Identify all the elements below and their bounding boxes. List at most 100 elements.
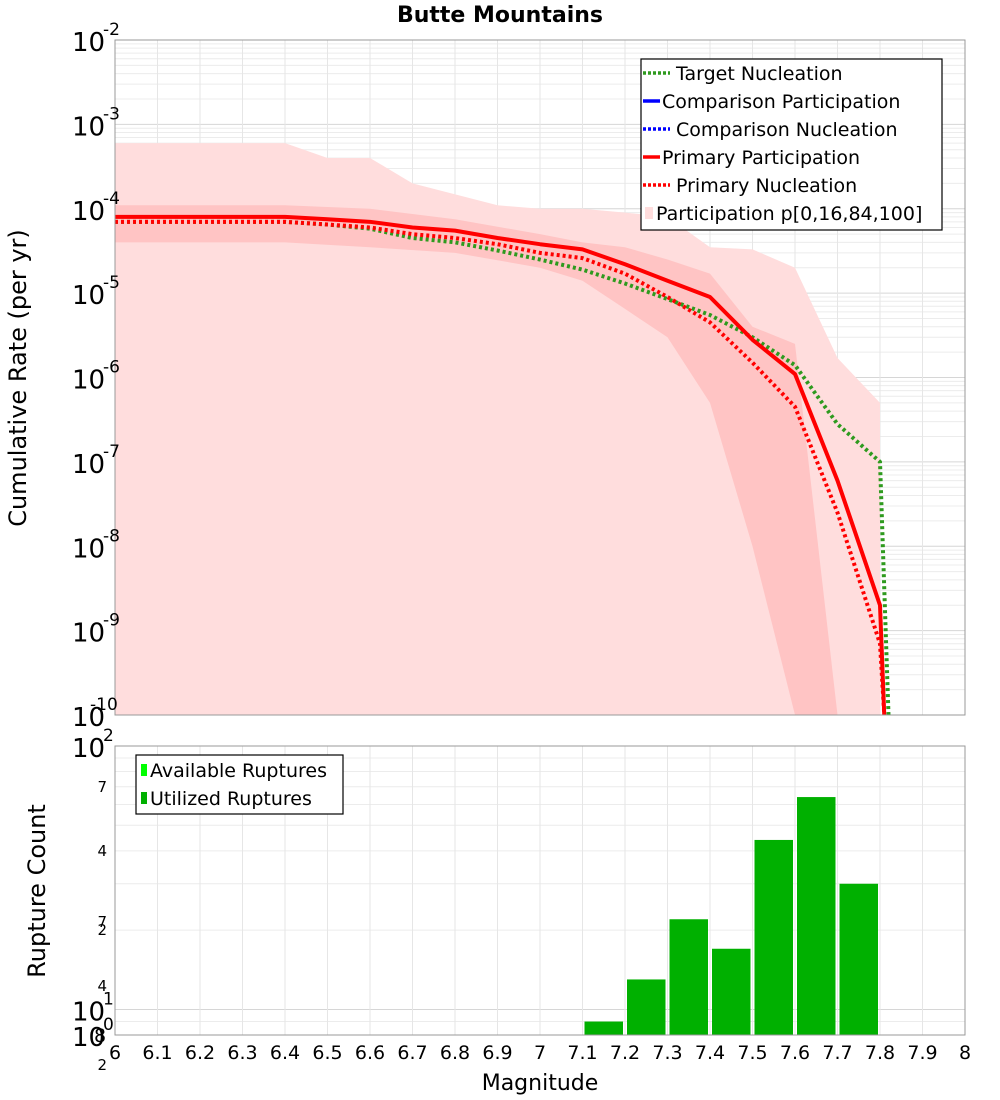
x-tick-label: 7.2 [610,1042,640,1064]
series-primary-nucleation [115,219,887,716]
x-tick-label: 7.7 [822,1042,852,1064]
chart-title: Butte Mountains [397,3,603,28]
bottom-plot-frame [114,745,966,1036]
bottom-y-major-tick: 100 [72,1015,114,1053]
top-y-tick-exp: -4 [103,189,120,209]
x-tick-label: 7.9 [907,1042,937,1064]
bar-utilized-ruptures [797,797,836,1035]
x-axis-label: Magnitude [482,1071,599,1096]
legend-label-utilized-ruptures: Utilized Ruptures [150,788,312,810]
bottom-y-tick-base: 10 [72,734,105,764]
top-y-tick-base: 10 [72,28,105,58]
bottom-y-minor-tick: 2 [97,921,107,939]
top-y-tick: 10-3 [72,104,120,142]
top-y-tick: 10-6 [72,358,120,396]
bottom-y-major-tick: 102 [72,726,114,764]
x-tick-label: 7.3 [652,1042,682,1064]
bar-utilized-ruptures [584,1021,623,1035]
x-tick-label: 7.8 [865,1042,895,1064]
bar-utilized-ruptures [669,919,708,1035]
top-bands [115,143,880,715]
legend-label-comparison-participation: Comparison Participation [662,91,900,113]
legend-swatch-utilized-ruptures [141,792,147,804]
x-tick-label: 6.4 [270,1042,300,1064]
top-series-lines [115,214,891,716]
top-legend: Target Nucleation Comparison Participati… [640,58,943,231]
legend-label-target-nucleation: Target Nucleation [675,63,843,85]
top-y-tick-base: 10 [72,281,105,311]
top-y-tick-base: 10 [72,112,105,142]
top-y-tick-base: 10 [72,450,105,480]
bottom-y-minor-tick: 7 [97,913,107,931]
bottom-y-bottom-label: 8 [94,1025,106,1047]
legend-label-primary-participation: Primary Participation [662,147,860,169]
legend-label-participation-band: Participation p[0,16,84,100] [656,203,922,225]
bottom-y-tick-exp: 0 [103,1015,114,1035]
top-y-tick-exp: -3 [103,104,120,124]
bar-utilized-ruptures [627,979,666,1035]
top-y-tick: 10-4 [72,189,120,227]
legend-label-primary-nucleation: Primary Nucleation [676,175,857,197]
bottom-y-tick-exp: 2 [103,726,114,746]
legend-label-available-ruptures: Available Ruptures [150,760,327,782]
bottom-y-minor-tick: 2 [97,1056,107,1074]
top-y-tick-base: 10 [72,366,105,396]
x-tick-label: 6.2 [185,1042,215,1064]
x-tick-label: 6.9 [482,1042,512,1064]
x-tick-labels: 6 6.1 6.2 6.3 6.4 6.5 6.6 6.7 6.8 6.9 7 7.1 7.2 7.3 7.… [109,1042,971,1064]
bar-utilized-ruptures [754,839,793,1035]
top-y-tick: 10-7 [72,442,120,480]
bottom-legend: Available Ruptures Utilized Ruptures [135,754,344,815]
bottom-y-axis-label: Rupture Count [23,804,51,978]
x-tick-label: 7.4 [695,1042,725,1064]
x-tick-label: 7.6 [780,1042,810,1064]
x-tick-label: 6 [109,1042,121,1064]
top-y-tick-exp: -10 [90,695,118,715]
x-tick-label: 7.5 [737,1042,767,1064]
bottom-y-minor-tick: 4 [97,977,107,995]
top-y-tick: 10-10 [72,695,118,733]
top-plot-frame [114,39,966,716]
bottom-y-major-tick: 101 [72,989,114,1027]
top-y-tick-labels: 10-210-310-410-510-610-710-810-910-10 [72,20,120,733]
bar-utilized-ruptures [839,883,878,1035]
top-y-tick-base: 10 [72,703,105,733]
top-y-tick: 10-9 [72,611,120,649]
legend-swatch-participation-band [645,207,653,219]
top-legend-box [640,58,943,231]
top-y-tick-exp: -9 [103,611,120,631]
top-y-tick-exp: -7 [103,442,120,462]
top-y-tick-exp: -5 [103,273,120,293]
x-tick-label: 7.1 [567,1042,597,1064]
top-y-tick: 10-5 [72,273,120,311]
x-tick-label: 6.8 [440,1042,470,1064]
top-y-axis-label: Cumulative Rate (per yr) [4,229,32,527]
x-tick-label: 6.7 [397,1042,427,1064]
bottom-y-tick-base: 10 [72,997,105,1027]
top-y-tick: 10-2 [72,20,120,58]
legend-swatch-available-ruptures [141,764,147,776]
top-y-tick-exp: -8 [103,526,120,546]
series-primary-participation [115,214,887,716]
bottom-legend-box [135,754,344,815]
bottom-y-minor-tick: 7 [97,778,107,796]
top-y-tick-base: 10 [72,534,105,564]
top-y-tick-base: 10 [72,619,105,649]
top-y-tick-base: 10 [72,197,105,227]
x-tick-label: 6.5 [312,1042,342,1064]
x-tick-label: 8 [959,1042,971,1064]
bottom-bars [584,797,878,1035]
top-y-tick-exp: -2 [103,20,120,40]
top-y-tick-exp: -6 [103,358,120,378]
x-tick-label: 6.3 [227,1042,257,1064]
top-y-tick: 10-8 [72,526,120,564]
bottom-y-tick-exp: 1 [103,989,114,1009]
x-tick-label: 6.6 [355,1042,385,1064]
x-tick-label: 7 [534,1042,546,1064]
bottom-y-minor-tick: 4 [97,842,107,860]
legend-label-comparison-nucleation: Comparison Nucleation [676,119,898,141]
x-tick-label: 6.1 [142,1042,172,1064]
bar-utilized-ruptures [712,948,751,1035]
